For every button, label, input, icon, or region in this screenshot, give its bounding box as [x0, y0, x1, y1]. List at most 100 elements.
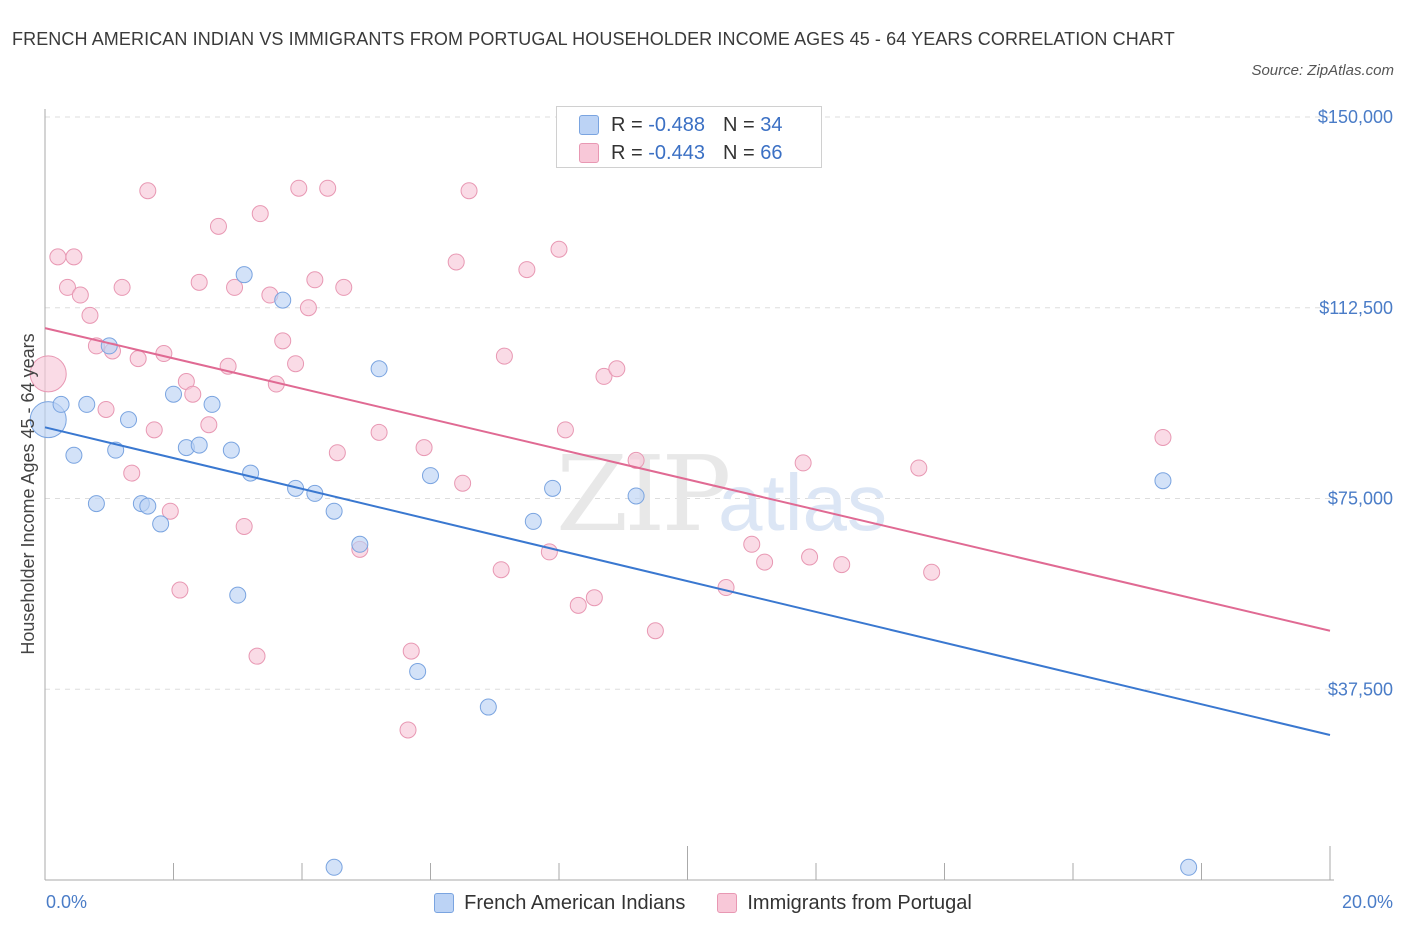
data-point [226, 278, 244, 296]
data-point [794, 454, 812, 472]
legend-row-french-american-indians: R = -0.488 N = 34 [579, 113, 782, 137]
legend-swatch-blue [579, 115, 599, 135]
data-point [29, 355, 67, 393]
data-point [743, 535, 761, 553]
data-point [479, 698, 497, 716]
data-point [409, 662, 427, 680]
series-legend-swatch-blue [434, 893, 455, 913]
data-point [184, 385, 202, 403]
data-point [71, 286, 89, 304]
data-point [120, 411, 138, 429]
data-point [319, 179, 337, 197]
series-legend-item-blue: French American Indians [434, 888, 685, 918]
data-point [415, 439, 433, 457]
data-point [152, 515, 170, 533]
data-point [325, 858, 343, 876]
data-point [1154, 472, 1172, 490]
axis-labels: $37,500 $75,000 $112,500 $150,000 0.0% 20.0% H… [18, 107, 1393, 912]
data-point [235, 266, 253, 284]
x-tick-label: 0.0% [46, 892, 87, 912]
data-point [492, 561, 510, 579]
data-point [190, 436, 208, 454]
data-point [287, 355, 305, 373]
data-point [248, 647, 266, 665]
data-point [235, 517, 253, 535]
legend-r-value: -0.443 [648, 141, 705, 164]
legend-r-label: R = [611, 141, 643, 164]
y-axis-label: Householder Income Ages 45 - 64 years [18, 333, 38, 654]
legend-n-value: 34 [760, 113, 783, 136]
data-point [251, 205, 269, 223]
data-point [139, 182, 157, 200]
data-point [200, 416, 218, 434]
legend-n-value: 66 [760, 141, 783, 164]
data-point [155, 345, 173, 363]
data-point [328, 444, 346, 462]
y-tick-label: $37,500 [1328, 679, 1393, 699]
data-point [833, 556, 851, 574]
data-point [65, 248, 83, 266]
legend-swatch-pink [579, 143, 599, 163]
data-point [299, 299, 317, 317]
series-french-american-indians [29, 266, 1198, 876]
data-point [1154, 428, 1172, 446]
data-point [447, 253, 465, 271]
data-point [495, 347, 513, 365]
series-legend-label: French American Indians [464, 891, 686, 914]
data-point [1180, 858, 1198, 876]
data-point [460, 182, 478, 200]
data-point [585, 589, 603, 607]
data-point [222, 441, 240, 459]
data-point [161, 502, 179, 520]
data-point [145, 421, 163, 439]
data-point [52, 395, 70, 413]
axes [44, 109, 1334, 881]
series-legend-swatch-pink [717, 893, 738, 913]
data-point [351, 535, 369, 553]
data-point [190, 273, 208, 291]
y-tick-label: $75,000 [1328, 489, 1393, 509]
legend-r-value: -0.488 [648, 113, 705, 136]
legend-n-label: N = [722, 141, 755, 164]
data-point [595, 367, 613, 385]
data-point [454, 474, 472, 492]
data-point [274, 332, 292, 350]
data-point [129, 350, 147, 368]
x-tick-label: 20.0% [1342, 892, 1393, 912]
data-point [550, 240, 568, 258]
data-point [422, 467, 439, 485]
data-point [87, 495, 105, 513]
data-point [370, 423, 388, 441]
data-point [717, 579, 735, 597]
legend-n-label: N = [722, 113, 755, 136]
trend-line-french-american-indians [44, 426, 1331, 737]
correlation-legend: R = -0.488 N = 34 R = -0.443 N = 66 [556, 106, 822, 168]
gridlines [45, 116, 1330, 690]
data-point [123, 464, 141, 482]
data-point [569, 596, 587, 614]
data-point [608, 360, 626, 378]
data-point [556, 421, 574, 439]
data-point [524, 512, 542, 530]
watermark: ZIP atlas [556, 433, 887, 555]
series-legend-label: Immigrants from Portugal [747, 891, 972, 914]
series-legend: French American Indians Immigrants from … [0, 888, 1406, 918]
data-point [627, 487, 645, 505]
data-point [544, 479, 562, 497]
data-point [171, 581, 189, 599]
data-point [646, 622, 664, 640]
data-point [801, 548, 819, 566]
data-point [402, 642, 420, 660]
data-point [518, 261, 536, 279]
chart-title: FRENCH AMERICAN INDIAN VS IMMIGRANTS FRO… [12, 29, 1175, 49]
data-point [58, 278, 76, 296]
data-point [209, 217, 227, 235]
data-point [306, 271, 324, 289]
data-point [165, 385, 182, 403]
data-point [139, 497, 157, 515]
data-point [910, 459, 928, 477]
trend-lines [44, 327, 1331, 737]
data-point [370, 360, 388, 378]
data-point [65, 446, 83, 464]
